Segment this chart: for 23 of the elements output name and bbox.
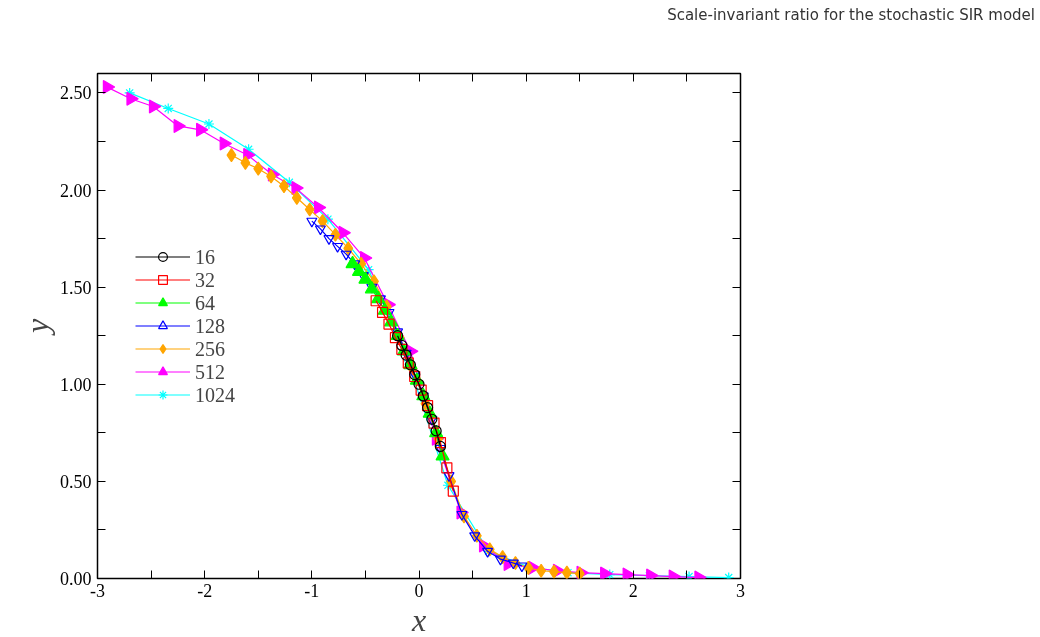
legend-label: 64 [195, 291, 215, 314]
legend-label: 256 [195, 337, 225, 360]
legend-label: 512 [195, 360, 225, 383]
y-axis-title: y [19, 318, 55, 337]
x-axis-title: x [410, 601, 427, 637]
x-tick-label: -2 [197, 580, 213, 601]
legend-label: 1024 [195, 383, 235, 406]
x-tick-label: -3 [90, 580, 105, 601]
x-tick-label: 3 [736, 580, 745, 601]
y-tick-label: 2.50 [60, 83, 92, 104]
y-tick-label: 1.50 [60, 277, 92, 298]
y-tick-label: 2.00 [60, 180, 92, 201]
x-tick-label: 0 [414, 580, 424, 601]
legend-label: 32 [195, 268, 215, 291]
y-tick-label: 1.00 [60, 374, 92, 395]
x-tick-label: 1 [521, 580, 531, 601]
legend-label: 128 [195, 314, 225, 337]
y-tick-label: 0.00 [60, 569, 92, 589]
x-tick-label: -1 [304, 580, 320, 601]
text: Scale-invariant ratio for the stochastic SIR model [667, 5, 1035, 26]
y-tick-label: 0.50 [60, 471, 92, 492]
x-tick-label: 2 [628, 580, 638, 601]
legend-label: 16 [195, 245, 215, 268]
